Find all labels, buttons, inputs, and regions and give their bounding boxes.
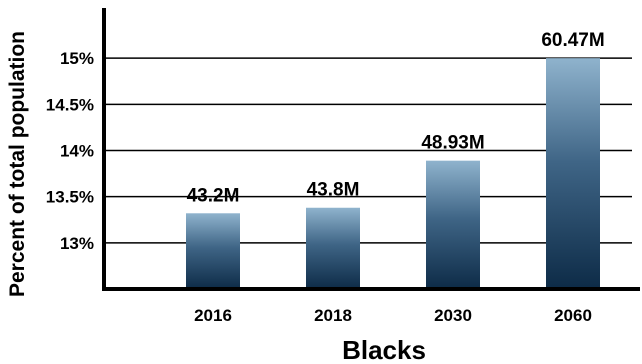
data-label: 43.8M (307, 180, 360, 201)
x-axis-title: Blacks (342, 335, 426, 364)
bars (186, 58, 600, 289)
x-tick-label: 2030 (434, 306, 472, 325)
x-tick-label: 2016 (194, 306, 232, 325)
y-tick-label: 13% (60, 234, 94, 253)
y-tick-label: 15% (60, 49, 94, 68)
bar-2018 (306, 207, 360, 289)
bar-2016 (186, 213, 240, 289)
x-tick-label: 2018 (314, 306, 352, 325)
x-tick-labels: 2016 2018 2030 2060 (194, 306, 592, 325)
y-tick-labels: 13% 13.5% 14% 14.5% 15% (46, 49, 94, 253)
axes (102, 8, 640, 291)
data-label: 43.2M (187, 185, 240, 206)
bar-2030 (426, 160, 480, 289)
y-tick-label: 14% (60, 142, 94, 161)
data-labels: 43.2M 43.8M 48.93M 60.47M (187, 30, 605, 206)
bar-2060 (546, 58, 600, 289)
y-tick-label: 13.5% (46, 188, 94, 207)
data-label: 60.47M (541, 30, 604, 51)
y-axis-title: Percent of total population (6, 31, 29, 297)
x-tick-label: 2060 (554, 306, 592, 325)
data-label: 48.93M (421, 133, 484, 154)
gridlines (104, 57, 632, 244)
y-tick-label: 14.5% (46, 95, 94, 114)
